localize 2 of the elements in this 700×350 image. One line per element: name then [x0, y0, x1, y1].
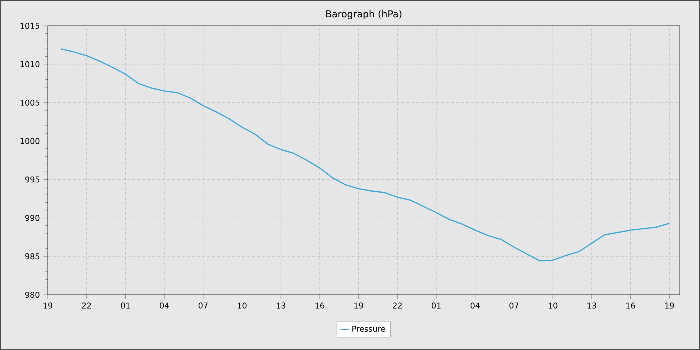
chart-title: Barograph (hPa) [326, 10, 402, 20]
line-series [60, 48, 670, 262]
